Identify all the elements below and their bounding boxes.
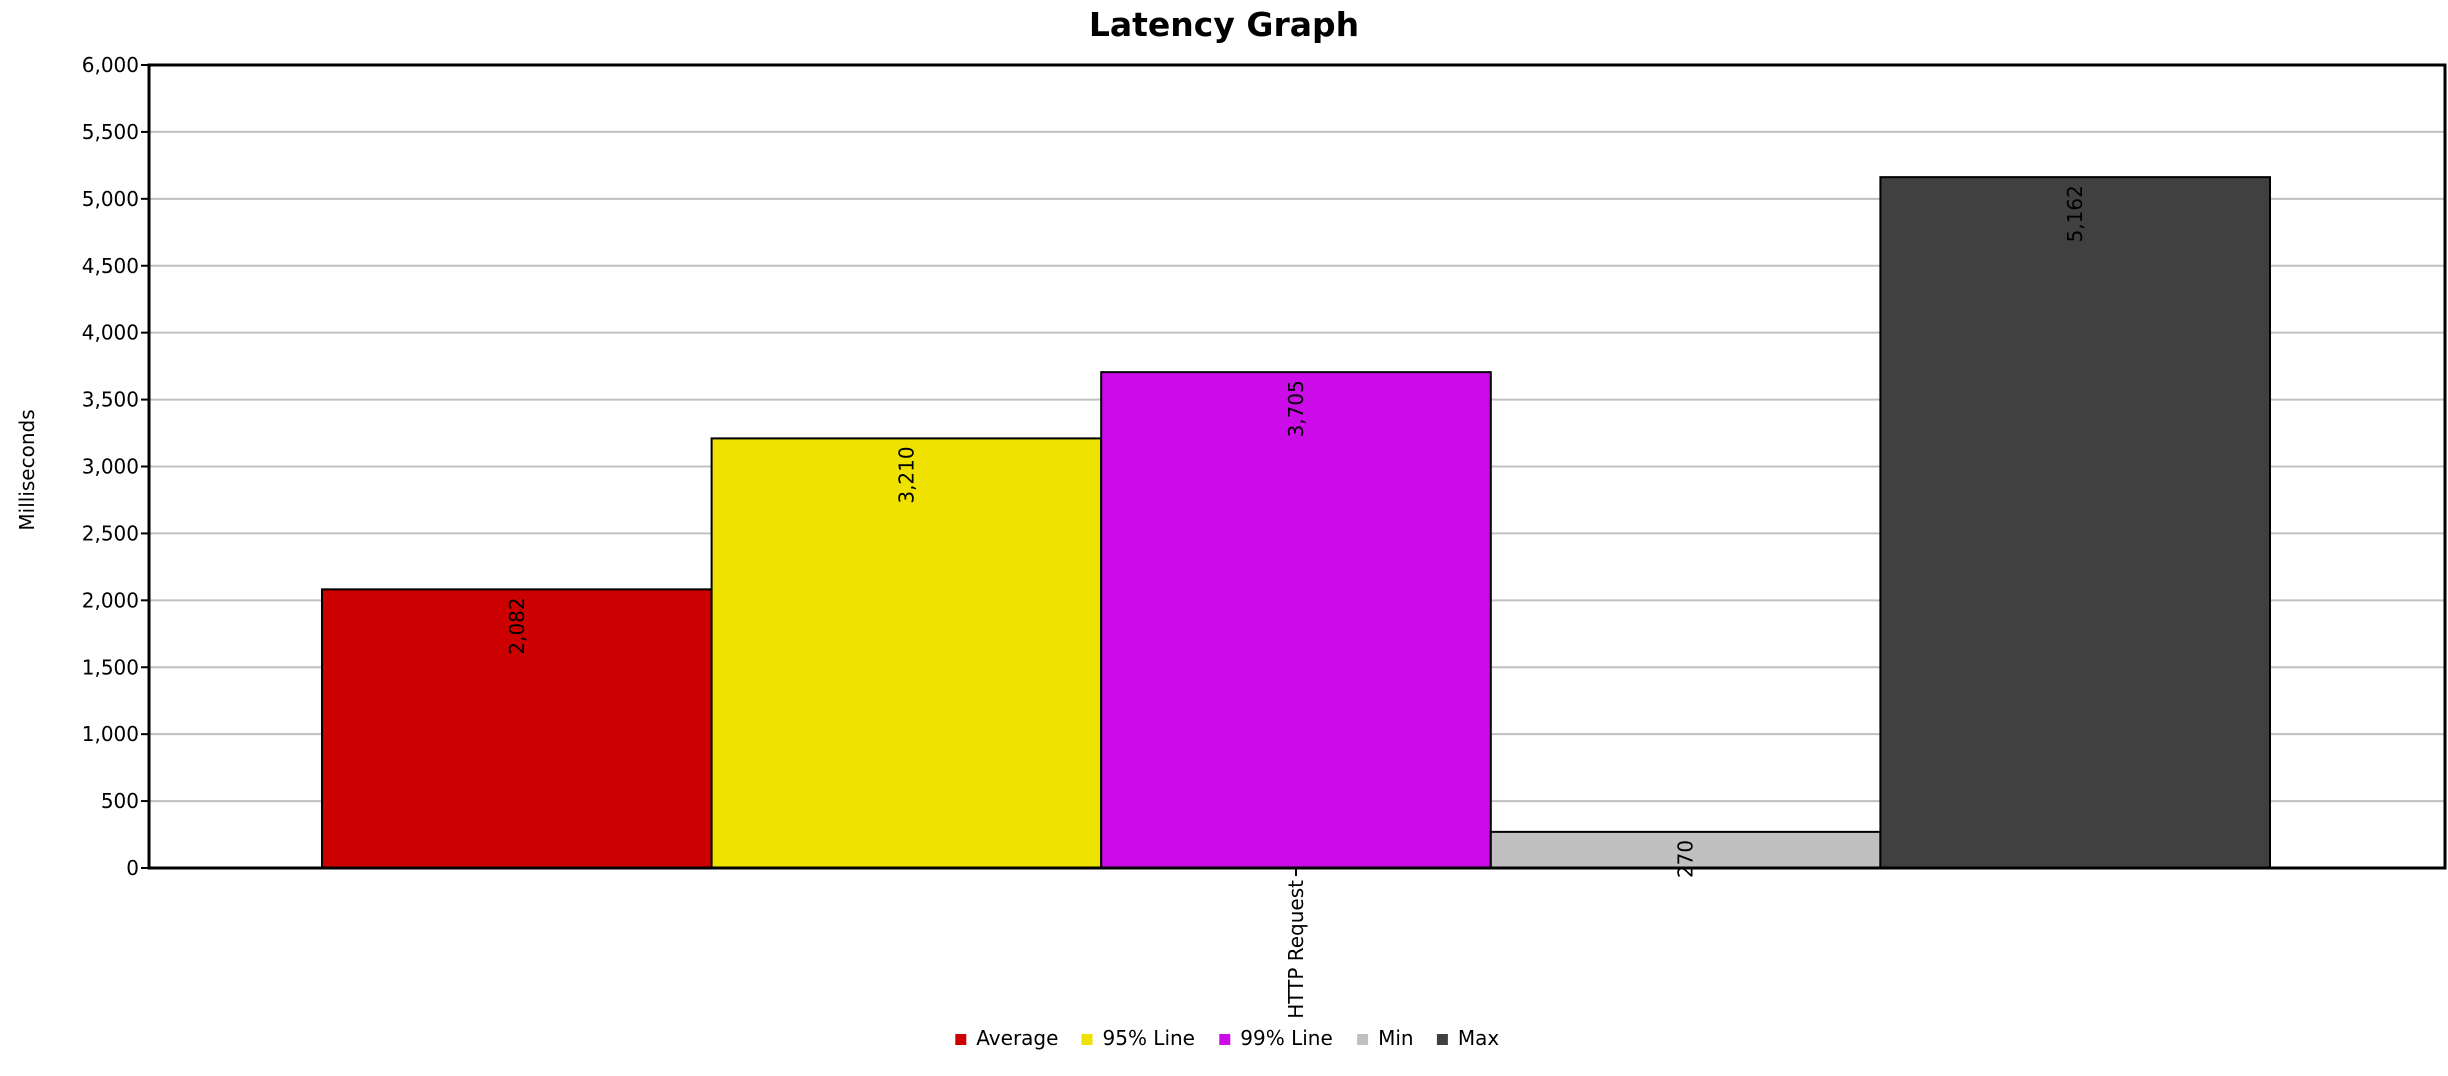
y-tick-label: 500 <box>101 789 139 813</box>
data-label: 3,705 <box>1284 380 1308 437</box>
legend: Average 95% Line 99% Line Min Max <box>955 1026 1499 1050</box>
x-tick-label: HTTP Request <box>1284 880 1308 1019</box>
legend-label: 99% Line <box>1240 1026 1333 1050</box>
y-tick-label: 6,000 <box>82 53 139 77</box>
legend-swatch <box>1219 1034 1231 1045</box>
y-tick-label: 4,500 <box>82 254 139 278</box>
y-tick-label: 3,500 <box>82 388 139 412</box>
legend-swatch <box>1081 1034 1093 1045</box>
y-tick-label: 4,000 <box>82 321 139 345</box>
y-axis-ticks: 0 500 1,000 1,500 2,000 2,500 3,000 3,500 4,000 4… <box>82 53 149 880</box>
legend-swatch <box>1436 1034 1448 1045</box>
data-label: 5,162 <box>2063 185 2087 242</box>
bar-99-line <box>1100 371 1492 869</box>
y-tick-label: 5,500 <box>82 120 139 144</box>
data-label: 270 <box>1674 840 1698 878</box>
data-label: 3,210 <box>894 446 918 503</box>
y-axis-label: Milliseconds <box>15 409 39 530</box>
y-tick-label: 1,500 <box>82 655 139 679</box>
data-label: 2,082 <box>505 597 529 654</box>
legend-swatch <box>955 1034 967 1045</box>
legend-label: 95% Line <box>1103 1026 1196 1050</box>
chart-title: Latency Graph <box>1089 5 1359 44</box>
bar-95-line <box>710 437 1103 869</box>
y-tick-label: 0 <box>126 856 139 880</box>
bars: 2,082 3,210 3,705 270 5,162 <box>321 176 2272 878</box>
y-tick-label: 1,000 <box>82 722 139 746</box>
y-tick-label: 5,000 <box>82 187 139 211</box>
legend-label: Max <box>1458 1026 1500 1050</box>
bar-max <box>1879 176 2272 869</box>
bar-average <box>321 588 713 869</box>
y-tick-label: 2,500 <box>82 521 139 545</box>
legend-label: Average <box>976 1026 1058 1050</box>
x-axis-ticks: HTTP Request <box>1284 868 1308 1019</box>
legend-swatch <box>1357 1034 1369 1045</box>
y-tick-label: 3,000 <box>82 455 139 479</box>
legend-label: Min <box>1378 1026 1414 1050</box>
y-tick-label: 2,000 <box>82 588 139 612</box>
